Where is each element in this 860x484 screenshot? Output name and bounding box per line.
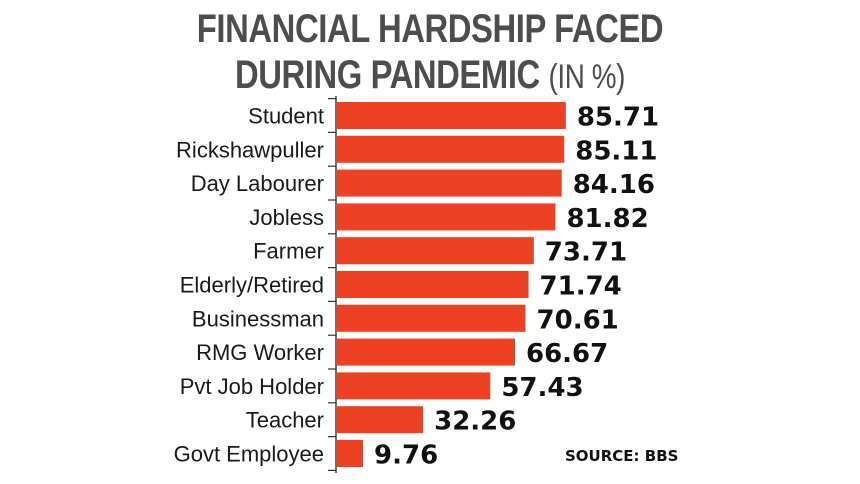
title-unit: (IN %) [548,58,626,96]
title-line-2-text: DURING PANDEMIC [234,53,540,97]
category-label-5: Elderly/Retired [180,273,324,298]
bar-7 [337,338,516,366]
value-label-9: 32.26 [434,407,516,437]
category-label-9: Teacher [246,408,324,433]
bar-0 [337,102,566,129]
value-label-7: 66.67 [526,339,608,369]
value-label-2: 84.16 [573,170,655,200]
category-label-0: Student [248,104,324,129]
category-label-10: Govt Employee [174,442,324,467]
bar-9 [337,406,424,434]
title-line-1: FINANCIAL HARDSHIP FACED [196,7,664,51]
category-label-2: Day Labourer [191,171,324,196]
value-label-3: 81.82 [566,204,648,234]
bar-6 [337,304,526,332]
value-label-5: 71.74 [540,272,622,302]
bar-8 [337,372,491,400]
title-line-2: DURING PANDEMIC (IN %) [77,52,782,100]
category-label-3: Jobless [249,205,324,230]
category-label-1: Rickshawpuller [176,137,324,162]
bar-2 [337,169,562,197]
source-note: SOURCE: BBS [565,447,679,465]
category-label-7: RMG Worker [196,340,324,365]
category-label-4: Farmer [253,239,324,264]
bar-4 [337,237,534,265]
category-label-6: Businessman [192,306,324,331]
category-label-8: Pvt Job Holder [180,374,324,399]
value-label-4: 73.71 [545,238,627,268]
bar-1 [337,135,565,163]
value-label-6: 70.61 [537,305,619,335]
value-label-10: 9.76 [374,441,438,471]
value-label-0: 85.71 [577,103,659,133]
bar-5 [337,271,529,298]
bar-10 [337,440,364,467]
chart-title: FINANCIAL HARDSHIP FACED DURING PANDEMIC… [0,6,860,100]
value-label-1: 85.11 [575,136,657,166]
value-label-8: 57.43 [501,373,583,403]
bar-3 [337,203,556,231]
